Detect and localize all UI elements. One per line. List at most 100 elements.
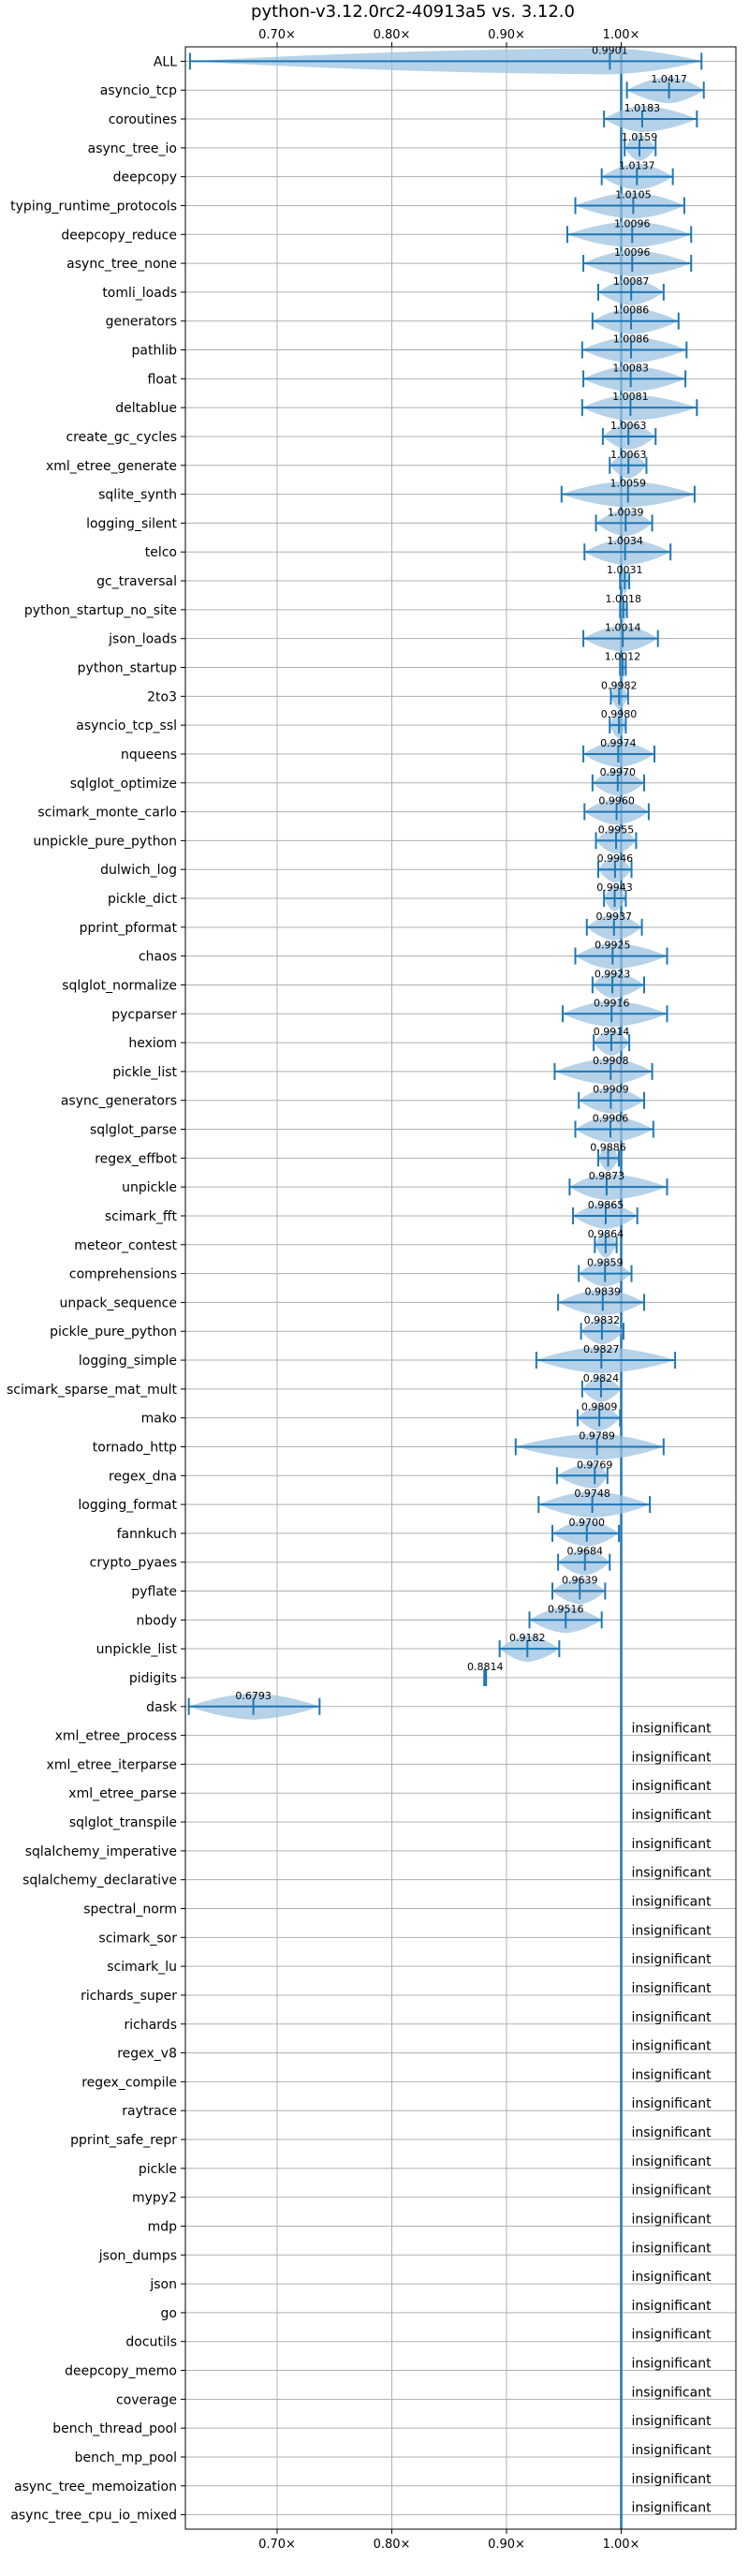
benchmark-label: scimark_sor bbox=[98, 1931, 177, 1946]
value-label: 0.9809 bbox=[581, 1401, 618, 1414]
benchmark-label: hexiom bbox=[128, 1036, 177, 1051]
insignificant-label: insignificant bbox=[632, 1952, 712, 1967]
benchmark-label: generators bbox=[106, 315, 177, 330]
benchmark-label: scimark_sparse_mat_mult bbox=[7, 1383, 177, 1398]
value-label: 0.9639 bbox=[562, 1575, 598, 1587]
value-label: 1.0183 bbox=[624, 102, 661, 114]
value-label: 0.9946 bbox=[597, 852, 634, 865]
value-label: 1.0417 bbox=[651, 73, 687, 85]
benchmark-label: pickle bbox=[139, 2162, 177, 2177]
insignificant-label: insignificant bbox=[632, 2472, 712, 2487]
benchmark-label: sqlglot_normalize bbox=[62, 978, 177, 993]
benchmark-label: spectral_norm bbox=[83, 1902, 177, 1917]
chart-title: python-v3.12.0rc2-40913a5 vs. 3.12.0 bbox=[251, 2, 575, 22]
benchmark-label: ALL bbox=[154, 54, 177, 69]
insignificant-label: insignificant bbox=[632, 2385, 712, 2400]
insignificant-label: insignificant bbox=[632, 1923, 712, 1938]
benchmark-label: telco bbox=[145, 545, 177, 560]
benchmark-label: xml_etree_process bbox=[55, 1729, 177, 1744]
benchmark-label: comprehensions bbox=[69, 1267, 177, 1282]
x-tick-label-bottom: 0.80× bbox=[374, 2538, 411, 2552]
benchmark-label: unpack_sequence bbox=[60, 1295, 177, 1310]
value-label: 0.9865 bbox=[588, 1199, 624, 1211]
benchmark-label: unpickle_list bbox=[96, 1642, 178, 1657]
benchmark-label: docutils bbox=[125, 2335, 177, 2350]
benchmark-label: scimark_fft bbox=[105, 1209, 178, 1224]
value-label: 1.0086 bbox=[613, 333, 650, 346]
benchmark-label: regex_v8 bbox=[117, 2047, 177, 2062]
value-label: 0.9937 bbox=[596, 910, 633, 923]
benchmark-label: json_dumps bbox=[98, 2248, 177, 2263]
benchmark-label: logging_format bbox=[78, 1498, 177, 1513]
benchmark-label: async_tree_memoization bbox=[14, 2480, 177, 2495]
x-tick-label-top: 0.80× bbox=[374, 28, 411, 42]
value-label: 0.9886 bbox=[590, 1141, 626, 1153]
x-tick-label-bottom: 0.70× bbox=[258, 2538, 296, 2552]
insignificant-label: insignificant bbox=[632, 1866, 712, 1881]
benchmark-label: async_tree_none bbox=[66, 257, 177, 272]
benchmark-label: unpickle_pure_python bbox=[33, 834, 177, 849]
benchmark-label: json_loads bbox=[108, 632, 177, 647]
benchmark-label: sqlalchemy_declarative bbox=[22, 1873, 177, 1888]
value-label: 0.9748 bbox=[574, 1488, 610, 1500]
x-tick-label-top: 1.00× bbox=[603, 28, 640, 42]
benchmark-label: regex_compile bbox=[81, 2075, 177, 2090]
benchmark-label: async_tree_io bbox=[88, 141, 177, 156]
insignificant-label: insignificant bbox=[632, 2357, 712, 2372]
insignificant-label: insignificant bbox=[632, 2125, 712, 2140]
benchmark-label: pprint_safe_repr bbox=[70, 2133, 177, 2148]
insignificant-label: insignificant bbox=[632, 2501, 712, 2516]
benchmark-label: meteor_contest bbox=[74, 1238, 177, 1253]
insignificant-label: insignificant bbox=[632, 2270, 712, 2285]
benchmark-label: nqueens bbox=[121, 748, 177, 762]
benchmark-label: logging_silent bbox=[86, 516, 177, 531]
value-label: 0.9916 bbox=[594, 997, 630, 1009]
benchmark-label: unpickle bbox=[122, 1180, 177, 1195]
value-label: 0.9980 bbox=[601, 708, 638, 720]
value-label: 0.9516 bbox=[548, 1603, 584, 1615]
violin-layer bbox=[187, 47, 705, 2529]
benchmark-label: logging_simple bbox=[79, 1354, 177, 1369]
benchmark-label: float bbox=[148, 372, 178, 387]
benchmark-label: xml_etree_parse bbox=[68, 1786, 177, 1801]
benchmark-label: fannkuch bbox=[117, 1527, 177, 1542]
value-label: 0.9970 bbox=[600, 766, 637, 778]
insignificant-label: insignificant bbox=[632, 1808, 712, 1823]
plot-frame bbox=[184, 46, 737, 2530]
value-label: 0.9182 bbox=[509, 1632, 546, 1644]
benchmark-label: mdp bbox=[148, 2219, 178, 2234]
benchmark-label: dulwich_log bbox=[100, 863, 177, 878]
value-label: 0.9914 bbox=[594, 1026, 630, 1038]
value-label: 0.9839 bbox=[585, 1285, 622, 1297]
x-tick-label-bottom: 0.90× bbox=[488, 2538, 525, 2552]
value-label: 1.0096 bbox=[614, 246, 651, 259]
benchmark-label: deltablue bbox=[115, 401, 177, 416]
value-label: 0.9832 bbox=[584, 1314, 621, 1326]
insignificant-label: insignificant bbox=[632, 2328, 712, 2343]
benchmark-label: pprint_pformat bbox=[80, 921, 178, 936]
benchmark-label: bench_thread_pool bbox=[52, 2421, 177, 2436]
value-label: 0.9908 bbox=[593, 1055, 629, 1067]
insignificant-label: insignificant bbox=[632, 1779, 712, 1794]
benchmark-label: python_startup bbox=[78, 661, 177, 676]
benchmark-label: pickle_dict bbox=[108, 892, 178, 907]
insignificant-label: insignificant bbox=[632, 2443, 712, 2458]
value-label: 0.9859 bbox=[587, 1257, 624, 1269]
x-tick-label-top: 0.70× bbox=[258, 28, 296, 42]
insignificant-label: insignificant bbox=[632, 1750, 712, 1765]
insignificant-label: insignificant bbox=[632, 2039, 712, 2054]
value-label: 0.9827 bbox=[583, 1343, 620, 1355]
benchmark-label: create_gc_cycles bbox=[66, 430, 177, 445]
benchmark-label: pickle_list bbox=[112, 1065, 177, 1080]
value-label: 1.0096 bbox=[614, 217, 651, 229]
benchmark-label: json bbox=[149, 2277, 177, 2292]
benchmark-label: pickle_pure_python bbox=[50, 1325, 177, 1340]
benchmark-label: richards_super bbox=[81, 1989, 177, 2004]
value-label: 0.6793 bbox=[235, 1690, 272, 1702]
benchmark-label: richards bbox=[125, 2018, 178, 2033]
benchmark-label: chaos bbox=[139, 950, 177, 965]
value-label: 0.9960 bbox=[598, 795, 635, 807]
benchmark-label: tomli_loads bbox=[102, 286, 177, 301]
